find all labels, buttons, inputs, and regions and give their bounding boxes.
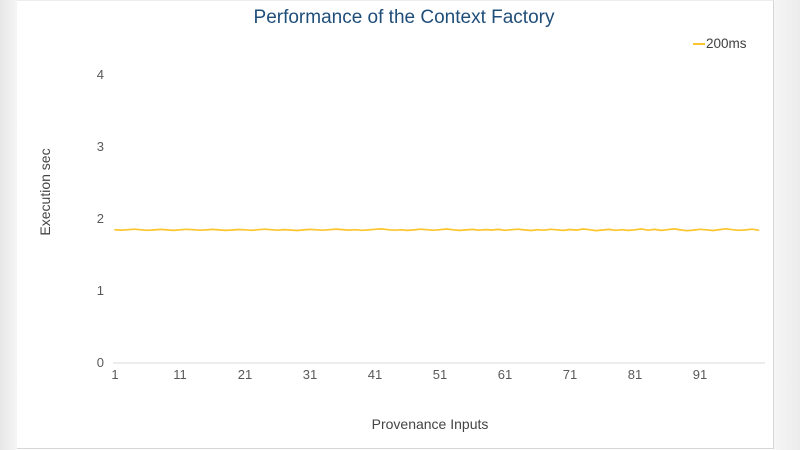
legend-line-marker-icon	[693, 42, 705, 45]
y-tick-label: 3	[97, 139, 104, 154]
legend-series-label: 200ms	[706, 36, 747, 51]
y-tick-label: 0	[97, 355, 104, 370]
x-tick-label: 91	[693, 367, 707, 382]
x-tick-label: 81	[628, 367, 642, 382]
x-tick-label: 11	[173, 367, 187, 382]
x-tick-label: 31	[303, 367, 317, 382]
page-gutter-left	[0, 0, 17, 450]
y-tick-label: 1	[97, 283, 104, 298]
x-tick-label: 21	[238, 367, 252, 382]
page-gutter-right	[773, 0, 800, 450]
legend: 200ms	[693, 36, 747, 51]
y-tick-label: 4	[97, 67, 104, 82]
x-tick-label: 51	[433, 367, 447, 382]
x-tick-label: 61	[498, 367, 512, 382]
x-axis-title: Provenance Inputs	[371, 416, 489, 432]
y-tick-label: 2	[97, 211, 104, 226]
series-line	[114, 227, 760, 232]
chart-title: Performance of the Context Factory	[253, 7, 555, 28]
x-tick-label: 41	[368, 367, 382, 382]
slide-background	[17, 0, 774, 449]
x-tick-label: 71	[563, 367, 577, 382]
x-tick-label: 1	[111, 367, 118, 382]
